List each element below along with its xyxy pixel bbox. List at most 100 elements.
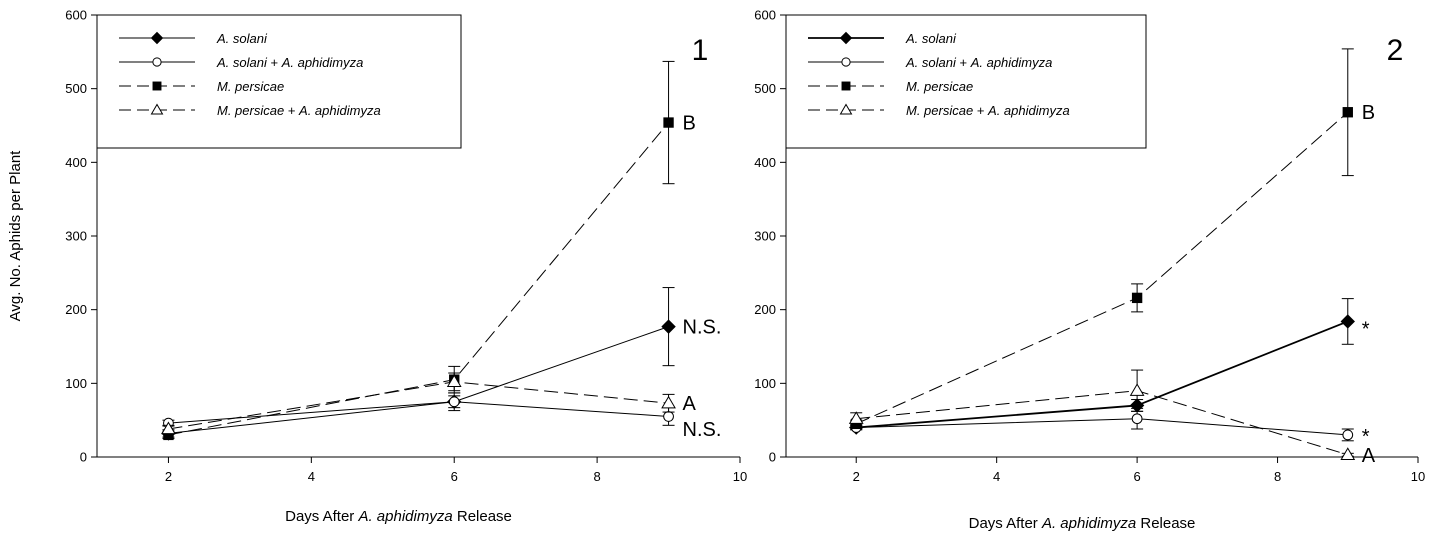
x-tick-label: 8 (1274, 469, 1281, 484)
legend-species: A. aphidimyza (281, 55, 364, 70)
y-tick-label: 600 (65, 8, 87, 23)
legend-label: M. persicae (906, 79, 973, 94)
triangle-marker (661, 395, 676, 409)
series-2 (162, 395, 675, 429)
chart-panel-2: 0 100 200 300 400 500 600 2 4 6 8 10 Days After A. a… (754, 8, 1425, 533)
triangle-marker (161, 421, 176, 435)
diamond-marker (150, 31, 164, 45)
triangle-marker (839, 103, 853, 115)
circle-marker (1342, 429, 1354, 441)
x-tick-label: 2 (165, 469, 172, 484)
x-tick-label: 6 (451, 469, 458, 484)
legend-species: A. aphidimyza (298, 103, 381, 118)
legend-label: A. solani + A. aphidimyza (905, 55, 1052, 70)
legend-species: A. solani (216, 31, 268, 46)
data-annotation: A (1362, 445, 1376, 467)
y-axis-title: Avg. No. Aphids per Plant (7, 150, 24, 321)
legend-plus: + (284, 103, 299, 118)
y-tick-label: 400 (754, 155, 776, 170)
square-marker (663, 117, 674, 128)
circle-marker (663, 411, 674, 422)
y-tick-label: 0 (769, 450, 776, 465)
square-marker (841, 81, 851, 91)
panel-label: 2 (1387, 34, 1404, 67)
y-tick-label: 300 (754, 229, 776, 244)
series-line (856, 111, 1349, 425)
y-tick-label: 400 (65, 155, 87, 170)
triangle-marker (848, 411, 864, 424)
series-4 (161, 372, 676, 435)
legend-species: A. solani (905, 31, 957, 46)
legend-species: M. persicae (906, 103, 973, 118)
series-line (168, 401, 669, 424)
data-annotation: N.S. (683, 419, 722, 441)
y-tick-label: 100 (65, 376, 87, 391)
data-annotation: N.S. (683, 317, 722, 339)
x-axis-title-part: Release (1136, 515, 1195, 532)
triangle-marker (446, 374, 462, 388)
x-axis-title-part: A. aphidimyza (1041, 515, 1136, 532)
chart-panel-1: 0 100 200 300 400 500 600 2 4 6 8 10 Days After A. a… (7, 8, 747, 526)
y-tick-label: 200 (65, 302, 87, 317)
series-2 (850, 407, 1354, 442)
y-tick-label: 500 (754, 81, 776, 96)
legend-species: M. persicae (906, 79, 973, 94)
x-tick-label: 2 (853, 469, 860, 484)
legend-species: M. persicae (217, 103, 284, 118)
y-tick-label: 200 (754, 302, 776, 317)
x-axis-title-part: Release (453, 508, 512, 525)
y-tick-label: 300 (65, 229, 87, 244)
data-annotation: A (683, 393, 697, 415)
legend-species: A. aphidimyza (987, 103, 1070, 118)
x-tick-label: 4 (308, 469, 315, 484)
diamond-marker (839, 31, 853, 45)
square-marker (1131, 292, 1143, 304)
x-tick-label: 8 (593, 469, 600, 484)
x-axis-title-part: Days After (969, 515, 1042, 532)
circle-marker (152, 57, 162, 67)
legend-species: A. solani (216, 55, 268, 70)
diamond-marker (661, 319, 676, 334)
legend-label: A. solani + A. aphidimyza (216, 55, 363, 70)
triangle-marker (150, 103, 164, 115)
series-1 (849, 298, 1355, 435)
legend-plus: + (956, 55, 971, 70)
legend-plus: + (973, 103, 988, 118)
legend-species: M. persicae (217, 79, 284, 94)
x-tick-label: 6 (1133, 469, 1140, 484)
x-tick-label: 10 (1411, 469, 1425, 484)
x-tick-label: 10 (733, 469, 747, 484)
square-marker (152, 81, 162, 91)
x-axis-title-part: A. aphidimyza (357, 508, 452, 525)
data-annotation: * (1362, 426, 1370, 448)
legend-plus: + (267, 55, 282, 70)
y-tick-label: 0 (80, 450, 87, 465)
x-axis-title: Days After A. aphidimyza Release (285, 508, 512, 525)
y-tick-label: 500 (65, 81, 87, 96)
legend-species: A. solani (905, 55, 957, 70)
diamond-marker (1340, 314, 1355, 329)
legend-label: M. persicae + A. aphidimyza (217, 103, 381, 118)
triangle-marker (1340, 447, 1356, 460)
square-marker (1342, 107, 1353, 118)
legend-label: A. solani (905, 31, 957, 46)
panel-label: 1 (692, 34, 709, 67)
series-line (856, 320, 1349, 429)
circle-marker (1131, 413, 1143, 425)
circle-marker (841, 57, 851, 67)
series-line (856, 390, 1348, 456)
y-tick-label: 600 (754, 8, 776, 23)
series-4 (848, 369, 1356, 460)
data-annotation: B (1362, 102, 1375, 124)
triangle-marker (1129, 383, 1145, 396)
y-tick-label: 100 (754, 376, 776, 391)
data-annotation: B (683, 113, 696, 135)
data-annotation: * (1362, 318, 1370, 340)
x-tick-label: 4 (993, 469, 1000, 484)
legend-label: M. persicae + A. aphidimyza (906, 103, 1070, 118)
circle-marker (448, 396, 460, 408)
